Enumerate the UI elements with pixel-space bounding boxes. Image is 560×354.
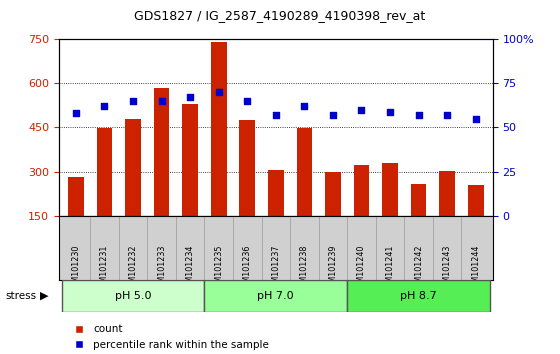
- Legend: count, percentile rank within the sample: count, percentile rank within the sample: [64, 320, 273, 354]
- Point: [442, 112, 451, 118]
- Text: GSM101236: GSM101236: [242, 245, 252, 293]
- Point: [72, 110, 81, 116]
- Point: [129, 98, 138, 104]
- Text: ▶: ▶: [40, 291, 49, 301]
- Text: GDS1827 / IG_2587_4190289_4190398_rev_at: GDS1827 / IG_2587_4190289_4190398_rev_at: [134, 9, 426, 22]
- Point: [100, 103, 109, 109]
- Bar: [68, 177, 84, 216]
- Point: [271, 112, 280, 118]
- Bar: [382, 163, 398, 216]
- Text: GSM101234: GSM101234: [186, 245, 195, 293]
- Text: stress: stress: [6, 291, 37, 301]
- Bar: [239, 120, 255, 216]
- Bar: [296, 128, 312, 216]
- Text: GSM101232: GSM101232: [129, 245, 138, 293]
- Point: [328, 112, 337, 118]
- Bar: [204, 280, 347, 312]
- Text: GSM101233: GSM101233: [157, 245, 166, 293]
- Bar: [62, 280, 204, 312]
- Text: GSM101239: GSM101239: [328, 245, 338, 293]
- Text: GSM101242: GSM101242: [414, 245, 423, 293]
- Text: GSM101237: GSM101237: [271, 245, 281, 293]
- Point: [357, 107, 366, 113]
- Bar: [154, 88, 170, 216]
- Point: [186, 95, 195, 100]
- Bar: [353, 165, 369, 216]
- Text: GSM101240: GSM101240: [357, 245, 366, 293]
- Bar: [347, 280, 490, 312]
- Text: pH 7.0: pH 7.0: [258, 291, 294, 301]
- Point: [214, 89, 223, 95]
- Point: [471, 116, 480, 121]
- Point: [243, 98, 252, 104]
- Text: GSM101231: GSM101231: [100, 245, 109, 293]
- Text: GSM101235: GSM101235: [214, 245, 223, 293]
- Text: GSM101243: GSM101243: [442, 245, 451, 293]
- Bar: [325, 172, 340, 216]
- Text: pH 5.0: pH 5.0: [115, 291, 151, 301]
- Bar: [468, 185, 483, 216]
- Bar: [125, 119, 141, 216]
- Text: GSM101244: GSM101244: [471, 245, 480, 293]
- Text: GSM101238: GSM101238: [300, 245, 309, 293]
- Point: [414, 112, 423, 118]
- Bar: [183, 104, 198, 216]
- Bar: [211, 42, 227, 216]
- Text: pH 8.7: pH 8.7: [400, 291, 437, 301]
- Point: [300, 103, 309, 109]
- Bar: [439, 171, 455, 216]
- Text: GSM101241: GSM101241: [385, 245, 394, 293]
- Bar: [410, 184, 426, 216]
- Point: [157, 98, 166, 104]
- Bar: [97, 128, 113, 216]
- Point: [385, 109, 394, 114]
- Bar: [268, 170, 284, 216]
- Text: GSM101230: GSM101230: [72, 245, 81, 293]
